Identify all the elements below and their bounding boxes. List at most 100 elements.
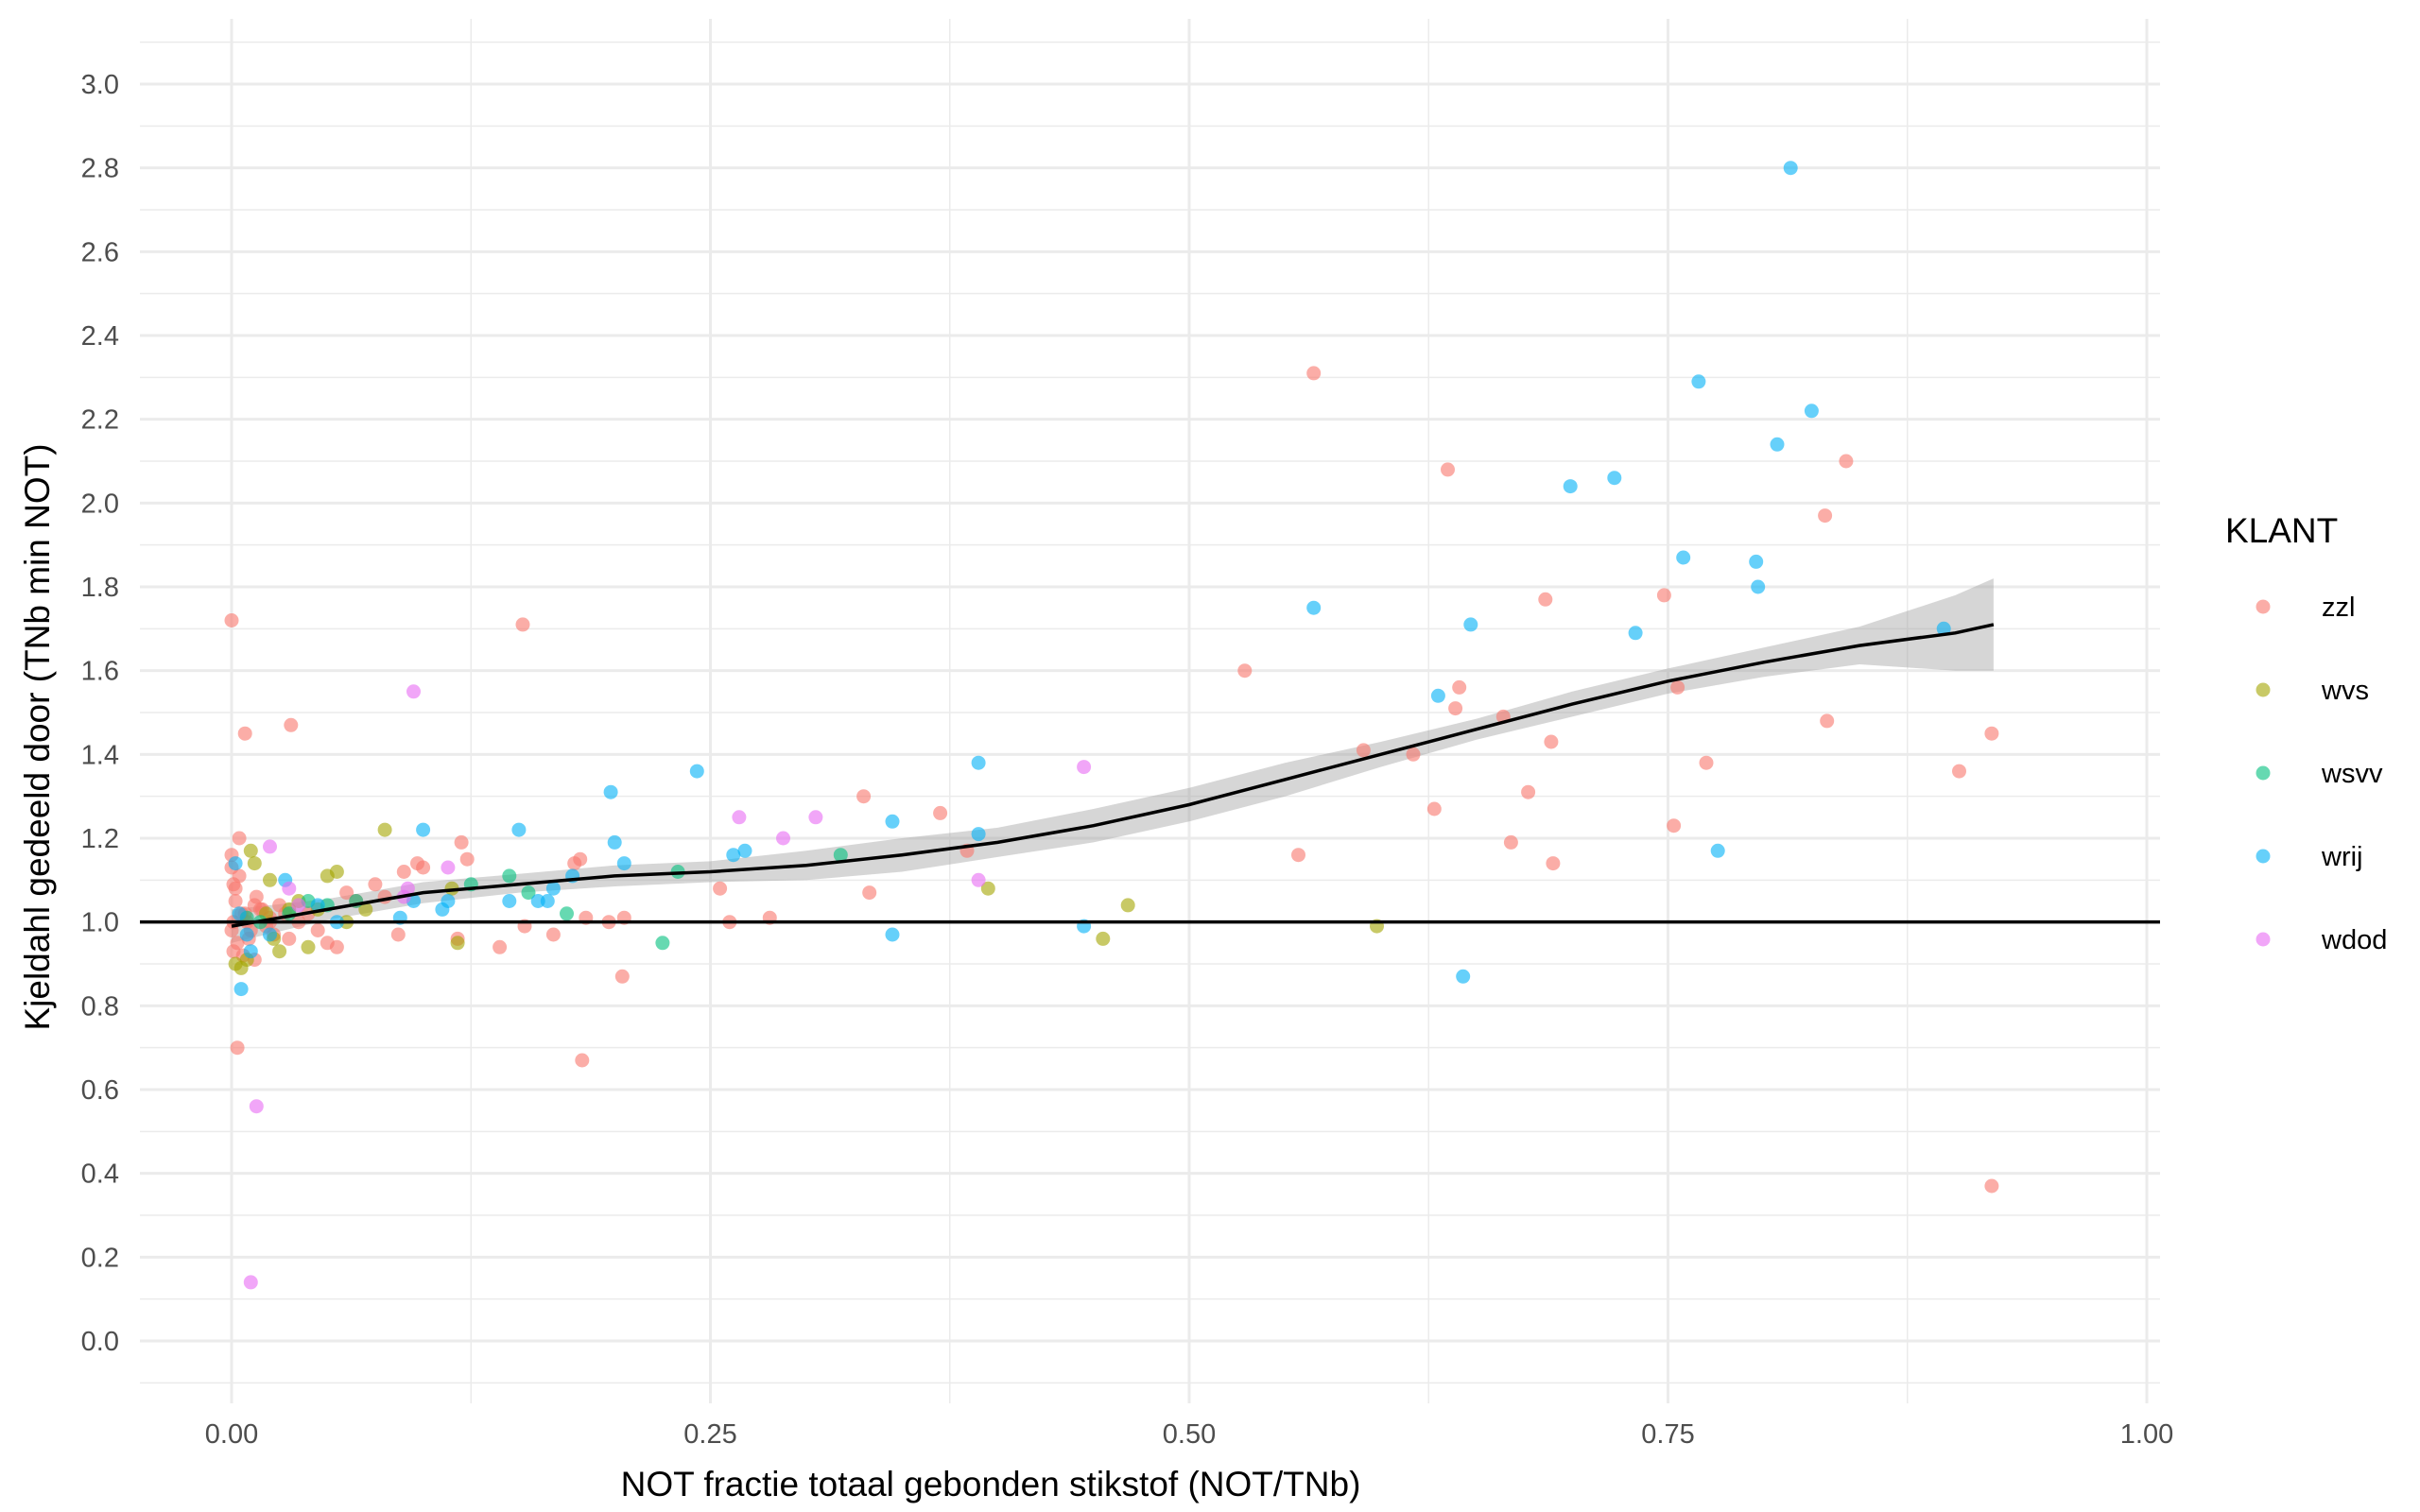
point-wdod (1077, 760, 1092, 775)
point-zzl (230, 936, 245, 951)
y-tick-label: 0.6 (81, 1075, 119, 1106)
point-zzl (232, 868, 247, 884)
point-wvs (247, 856, 262, 871)
point-wdod (776, 831, 790, 846)
point-zzl (1237, 663, 1253, 679)
point-zzl (1448, 701, 1463, 716)
y-axis-ticks: 0.0 0.2 0.4 0.6 0.8 1.0 1.2 1.4 1.6 1.8 2.0 2.2 2.4 2… (81, 70, 119, 1357)
point-zzl (228, 894, 243, 908)
y-tick-label: 0.4 (81, 1160, 119, 1190)
point-wrij (1710, 843, 1725, 858)
point-zzl (713, 881, 728, 896)
point-wrij (1463, 617, 1478, 632)
point-zzl (368, 877, 383, 892)
point-zzl (1291, 848, 1305, 863)
point-zzl (515, 617, 530, 632)
point-wrij (1563, 479, 1578, 494)
point-wrij (616, 856, 631, 871)
point-zzl (614, 969, 630, 984)
point-wrij (603, 784, 618, 799)
point-zzl (1656, 588, 1671, 603)
point-wrij (689, 764, 704, 779)
point-zzl (284, 717, 299, 732)
point-wrij (1306, 600, 1322, 615)
x-axis-title: NOT fractie totaal gebonden stikstof (NO… (621, 1465, 1361, 1503)
point-zzl (1984, 1178, 1999, 1194)
point-wvs (272, 944, 287, 959)
y-tick-label: 1.0 (81, 908, 119, 938)
point-wrij (1751, 579, 1766, 594)
y-tick-label: 3.0 (81, 70, 119, 100)
point-wrij (1749, 554, 1764, 569)
point-wsvv (655, 936, 670, 951)
legend-label-zzl: zzl (2322, 593, 2355, 623)
point-wrij (1804, 404, 1819, 419)
y-tick-label: 1.4 (81, 740, 119, 770)
y-tick-label: 2.2 (81, 405, 119, 436)
point-wvs (1096, 931, 1111, 946)
point-wrij (530, 894, 545, 908)
major-gridlines (140, 19, 2160, 1403)
point-wsvv (560, 906, 574, 921)
point-wdod (808, 810, 823, 825)
legend-key-wrij (2256, 849, 2271, 864)
legend-label-wvs: wvs (2321, 676, 2369, 706)
point-wdod (400, 881, 415, 896)
point-zzl (224, 613, 239, 627)
point-zzl (390, 927, 406, 942)
point-wrij (233, 982, 249, 997)
point-wrij (1936, 621, 1951, 636)
point-zzl (228, 881, 243, 896)
point-zzl (282, 931, 297, 946)
point-zzl (862, 885, 877, 901)
y-tick-label: 0.2 (81, 1243, 119, 1273)
legend-item-zzl: zzl (2256, 593, 2355, 623)
point-zzl (1667, 818, 1682, 833)
point-zzl (459, 851, 475, 867)
y-tick-label: 1.8 (81, 573, 119, 603)
point-wdod (406, 684, 421, 699)
point-wdod (971, 872, 986, 887)
point-zzl (237, 726, 252, 741)
point-wdod (249, 1099, 264, 1114)
point-zzl (1452, 679, 1467, 695)
point-zzl (1820, 713, 1835, 729)
point-wrij (885, 927, 900, 942)
point-zzl (416, 860, 431, 875)
legend: zzl wvs wsvv wrij wdod (2256, 593, 2387, 955)
point-wrij (1628, 626, 1643, 641)
point-wrij (1676, 550, 1691, 565)
legend-label-wrij: wrij (2321, 842, 2363, 872)
point-zzl (933, 805, 948, 820)
point-zzl (1546, 856, 1561, 871)
point-zzl (1521, 784, 1536, 799)
point-wrij (737, 843, 752, 858)
point-zzl (230, 1040, 245, 1056)
point-zzl (493, 939, 508, 954)
point-wvs (263, 872, 277, 887)
legend-item-wrij: wrij (2256, 842, 2363, 872)
point-wrij (416, 822, 431, 837)
point-zzl (1441, 462, 1455, 477)
point-zzl (856, 789, 872, 804)
point-zzl (1406, 747, 1421, 762)
y-tick-label: 1.2 (81, 824, 119, 854)
data-points (224, 161, 1999, 1290)
point-wrij (239, 927, 254, 942)
point-wvs (450, 936, 465, 951)
point-zzl (1699, 755, 1714, 770)
point-zzl (232, 831, 247, 846)
x-tick-label: 0.75 (1641, 1419, 1694, 1450)
point-zzl (1306, 366, 1322, 381)
point-wrij (243, 944, 258, 959)
legend-key-wvs (2256, 682, 2271, 697)
y-tick-label: 1.6 (81, 657, 119, 687)
confidence-ribbon (232, 578, 1994, 943)
point-zzl (1952, 764, 1966, 779)
y-tick-label: 2.0 (81, 489, 119, 519)
legend-item-wdod: wdod (2256, 925, 2387, 955)
point-wrij (441, 894, 456, 908)
point-wrij (726, 848, 741, 863)
point-zzl (575, 1053, 590, 1068)
point-zzl (1426, 801, 1442, 816)
